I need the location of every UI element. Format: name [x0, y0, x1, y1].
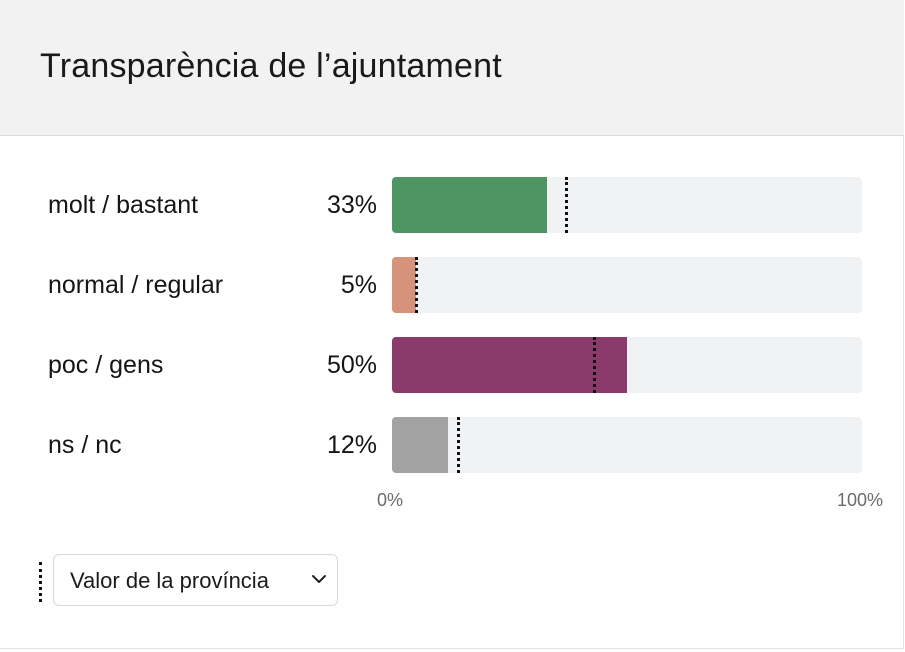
category-label: ns / nc [48, 431, 122, 459]
category-label: normal / regular [48, 271, 224, 299]
reference-line [564, 177, 568, 233]
bar [392, 257, 416, 313]
reference-select-dropdown[interactable]: Valor de la província [53, 554, 338, 606]
axis-tick-max: 100% [837, 490, 884, 510]
bar-row: poc / gens 50% [0, 337, 905, 393]
chevron-down-icon [312, 575, 326, 583]
bar [392, 177, 548, 233]
value-label: 33% [326, 191, 377, 219]
bar [392, 417, 449, 473]
category-label: molt / bastant [48, 191, 199, 219]
bar-track [392, 257, 862, 313]
reference-line [414, 257, 418, 313]
category-label: poc / gens [48, 351, 164, 379]
bar [392, 337, 627, 393]
reference-line [456, 417, 460, 473]
value-label: 5% [340, 271, 377, 299]
axis-tick-min: 0% [377, 490, 404, 510]
card-header: Transparència de l’ajuntament [0, 0, 904, 136]
bar-track [392, 177, 862, 233]
reference-line [593, 337, 597, 393]
bar-track [392, 337, 862, 393]
value-label: 12% [326, 431, 377, 459]
card-title: Transparència de l’ajuntament [40, 47, 502, 85]
bar-row: molt / bastant 33% [0, 177, 905, 233]
dropdown-selected-value: Valor de la província [70, 568, 269, 593]
value-label: 50% [326, 351, 377, 379]
reference-line-legend-marker [39, 562, 42, 602]
bar-row: normal / regular 5% [0, 257, 905, 313]
bar-row: ns / nc 12% [0, 417, 905, 473]
bar-track [392, 417, 862, 473]
